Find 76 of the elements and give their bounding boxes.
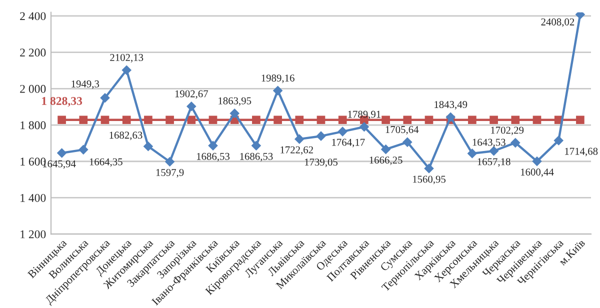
data-label: 1789,91 — [348, 110, 380, 120]
point — [468, 116, 476, 124]
y-tick-label: 1 400 — [20, 194, 46, 202]
data-label: 1597,9 — [156, 169, 184, 178]
y-tick-label: 2 000 — [20, 84, 46, 93]
point — [446, 112, 456, 122]
data-label: 1764,17 — [332, 138, 365, 148]
point — [295, 116, 304, 124]
data-label: 1949,3 — [72, 80, 100, 89]
point — [208, 116, 218, 124]
data-label: 2408,02 — [541, 18, 574, 27]
point — [166, 116, 174, 124]
data-label: 1863,95 — [218, 97, 252, 106]
point — [338, 126, 348, 136]
point — [576, 116, 584, 124]
data-label: 1 828,33 — [42, 97, 82, 107]
point — [490, 116, 498, 124]
point — [57, 148, 66, 158]
y-tick-label: 1 200 — [20, 230, 46, 238]
point — [382, 116, 390, 124]
point — [100, 93, 110, 103]
point — [532, 156, 542, 166]
point — [274, 116, 282, 124]
point — [381, 144, 390, 154]
data-label: 1722,62 — [280, 146, 313, 155]
point — [402, 138, 412, 147]
point — [294, 134, 304, 144]
point — [403, 116, 412, 124]
point — [316, 116, 326, 124]
point — [122, 116, 131, 124]
point — [316, 131, 326, 141]
point — [360, 122, 369, 132]
point — [78, 145, 88, 154]
point — [186, 102, 196, 111]
data-label: 1666,25 — [370, 156, 402, 166]
y-tick-label: 2 400 — [20, 12, 46, 20]
data-label: 1686,53 — [240, 152, 273, 162]
data-label: 1705,64 — [386, 126, 419, 135]
data-label: 1989,16 — [262, 74, 294, 84]
data-label: 1902,67 — [175, 90, 208, 99]
y-tick-label: 1 800 — [20, 121, 46, 130]
point — [576, 12, 585, 20]
point — [252, 116, 260, 124]
point — [165, 157, 174, 166]
data-label: 1657,18 — [478, 158, 510, 167]
data-label: 1714,68 — [565, 148, 598, 156]
y-tick-label: 2 200 — [20, 48, 46, 57]
point — [554, 136, 564, 146]
point — [208, 141, 218, 150]
point — [510, 138, 520, 148]
point — [273, 86, 282, 96]
data-label: 1739,05 — [304, 158, 338, 168]
data-label: 1702,29 — [491, 126, 524, 136]
point — [58, 116, 66, 124]
data-label: 1600,44 — [520, 168, 554, 178]
point — [338, 116, 347, 124]
data-label: 1560,95 — [412, 176, 446, 184]
data-label: 1686,53 — [196, 152, 230, 162]
data-label: 2102,13 — [110, 54, 144, 63]
data-label: 1682,63 — [110, 132, 142, 140]
data-label: 1664,35 — [90, 158, 122, 167]
point — [144, 116, 152, 124]
point — [424, 116, 434, 124]
point — [532, 116, 542, 124]
point — [122, 65, 132, 75]
point — [230, 108, 240, 118]
point — [252, 141, 261, 150]
data-label: 1843,49 — [434, 101, 468, 110]
point — [424, 164, 434, 174]
point — [100, 116, 110, 124]
point — [144, 142, 153, 151]
data-label: 1643,53 — [472, 138, 506, 148]
point — [79, 116, 88, 124]
point — [511, 116, 520, 124]
point — [468, 148, 477, 158]
point — [187, 116, 196, 124]
